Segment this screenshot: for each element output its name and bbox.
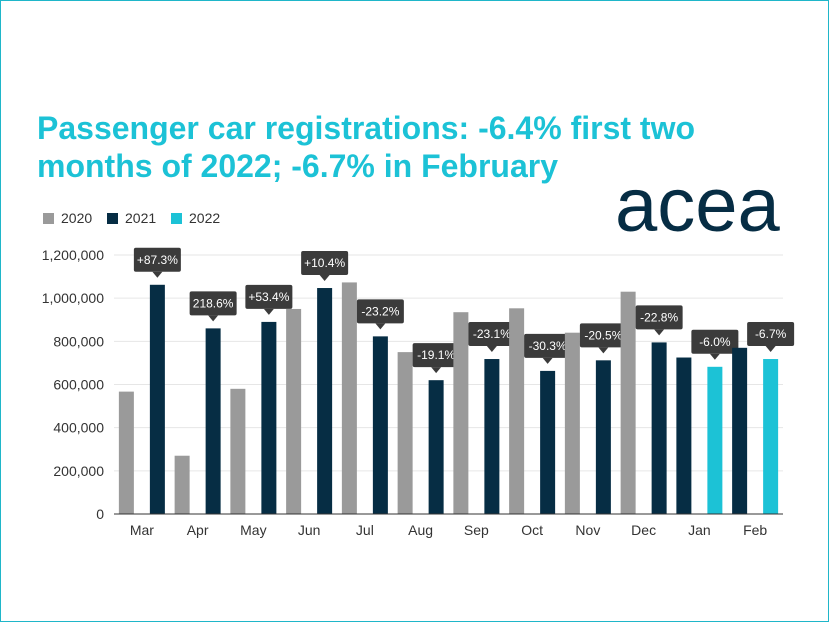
annotation-label: -23.2% xyxy=(361,304,399,318)
bar-2021-dec xyxy=(651,342,667,514)
bar-2020-dec xyxy=(620,291,636,514)
bar-2020-aug xyxy=(397,352,413,514)
annotation-badge xyxy=(245,284,293,309)
y-tick-label: 400,000 xyxy=(53,420,104,436)
x-tick-label: Apr xyxy=(187,522,209,538)
chart-title: Passenger car registrations: -6.4% first… xyxy=(37,110,695,184)
x-tick-label: Aug xyxy=(408,522,433,538)
bar-2021-jun xyxy=(317,288,333,514)
annotation-badge xyxy=(468,322,516,347)
annotation-pointer xyxy=(654,329,665,336)
annotation-label: +10.4% xyxy=(304,256,345,270)
annotation-label: -20.5% xyxy=(584,328,622,342)
bar-2022-feb xyxy=(763,359,779,514)
legend-swatch-2020 xyxy=(43,213,54,224)
legend-swatch-2022 xyxy=(171,213,182,224)
annotation-pointer xyxy=(542,357,553,364)
acea-logo-text: acea xyxy=(615,173,781,243)
annotation-badge xyxy=(524,333,572,358)
x-tick-label: Oct xyxy=(521,522,543,538)
x-tick-label: Mar xyxy=(130,522,154,538)
y-tick-label: 200,000 xyxy=(53,463,104,479)
annotation-pointer xyxy=(319,275,330,282)
annotation-label: -23.1% xyxy=(473,327,511,341)
annotation-badge xyxy=(189,291,237,316)
bar-2020-jul xyxy=(341,282,357,514)
annotation-badge xyxy=(301,251,349,276)
annotation-pointer xyxy=(263,308,274,315)
x-tick-label: Nov xyxy=(575,522,600,538)
annotation-label: +53.4% xyxy=(248,290,289,304)
bar-2021-apr xyxy=(205,328,221,514)
bar-2020-may xyxy=(230,388,246,514)
y-tick-label: 1,200,000 xyxy=(42,247,104,263)
annotation-badge xyxy=(691,329,739,354)
y-tick-label: 600,000 xyxy=(53,377,104,393)
x-tick-label: Dec xyxy=(631,522,656,538)
annotation-label: -6.7% xyxy=(755,327,787,341)
bar-2022-jan xyxy=(707,366,723,514)
annotation-pointer xyxy=(598,347,609,354)
x-tick-label: Feb xyxy=(743,522,767,538)
legend-label-2020: 2020 xyxy=(61,210,92,226)
bar-2020-apr xyxy=(174,455,190,514)
x-tick-label: Jun xyxy=(298,522,321,538)
annotation-pointer xyxy=(431,367,442,374)
bar-2021-sep xyxy=(484,359,500,514)
bar-2021-aug xyxy=(428,380,444,514)
annotation-label: +87.3% xyxy=(137,253,178,267)
annotation-label: -19.1% xyxy=(417,348,455,362)
x-tick-label: Jan xyxy=(688,522,711,538)
bar-2021-mar xyxy=(149,284,165,514)
legend-swatch-2021 xyxy=(107,213,118,224)
annotation-label: -22.8% xyxy=(640,310,678,324)
bar-2020-mar xyxy=(118,391,134,514)
annotation-badge xyxy=(133,247,181,272)
y-tick-label: 0 xyxy=(96,506,104,522)
annotation-pointer xyxy=(709,353,720,360)
bar-2021-feb xyxy=(732,347,748,514)
annotation-label: -6.0% xyxy=(699,335,731,349)
annotation-pointer xyxy=(208,315,219,322)
annotation-pointer xyxy=(375,323,386,330)
annotation-label: -30.3% xyxy=(529,339,567,353)
acea-logo: acea xyxy=(615,173,781,243)
annotation-badge xyxy=(579,323,627,348)
annotation-badge xyxy=(356,299,404,324)
bar-2020-oct xyxy=(509,308,525,514)
bar-2021-jan xyxy=(676,357,692,514)
bar-2021-oct xyxy=(540,370,556,514)
annotation-badge xyxy=(635,305,683,330)
x-tick-label: Sep xyxy=(464,522,489,538)
legend-label-2022: 2022 xyxy=(189,210,220,226)
annotation-label: 218.6% xyxy=(193,296,234,310)
bar-2021-jul xyxy=(372,336,388,514)
x-tick-label: May xyxy=(240,522,266,538)
bar-2020-jun xyxy=(286,308,302,514)
annotation-pointer xyxy=(152,271,163,278)
bar-2021-may xyxy=(261,321,277,514)
annotation-badge xyxy=(412,343,460,368)
annotation-badge xyxy=(747,322,795,347)
annotation-pointer xyxy=(486,346,497,353)
bar-2020-sep xyxy=(453,312,469,514)
x-tick-label: Jul xyxy=(356,522,374,538)
bar-2020-nov xyxy=(564,332,580,514)
bar-2021-nov xyxy=(595,360,611,514)
annotation-pointer xyxy=(765,346,776,353)
y-tick-label: 800,000 xyxy=(53,333,104,349)
legend-label-2021: 2021 xyxy=(125,210,156,226)
y-tick-label: 1,000,000 xyxy=(42,290,104,306)
